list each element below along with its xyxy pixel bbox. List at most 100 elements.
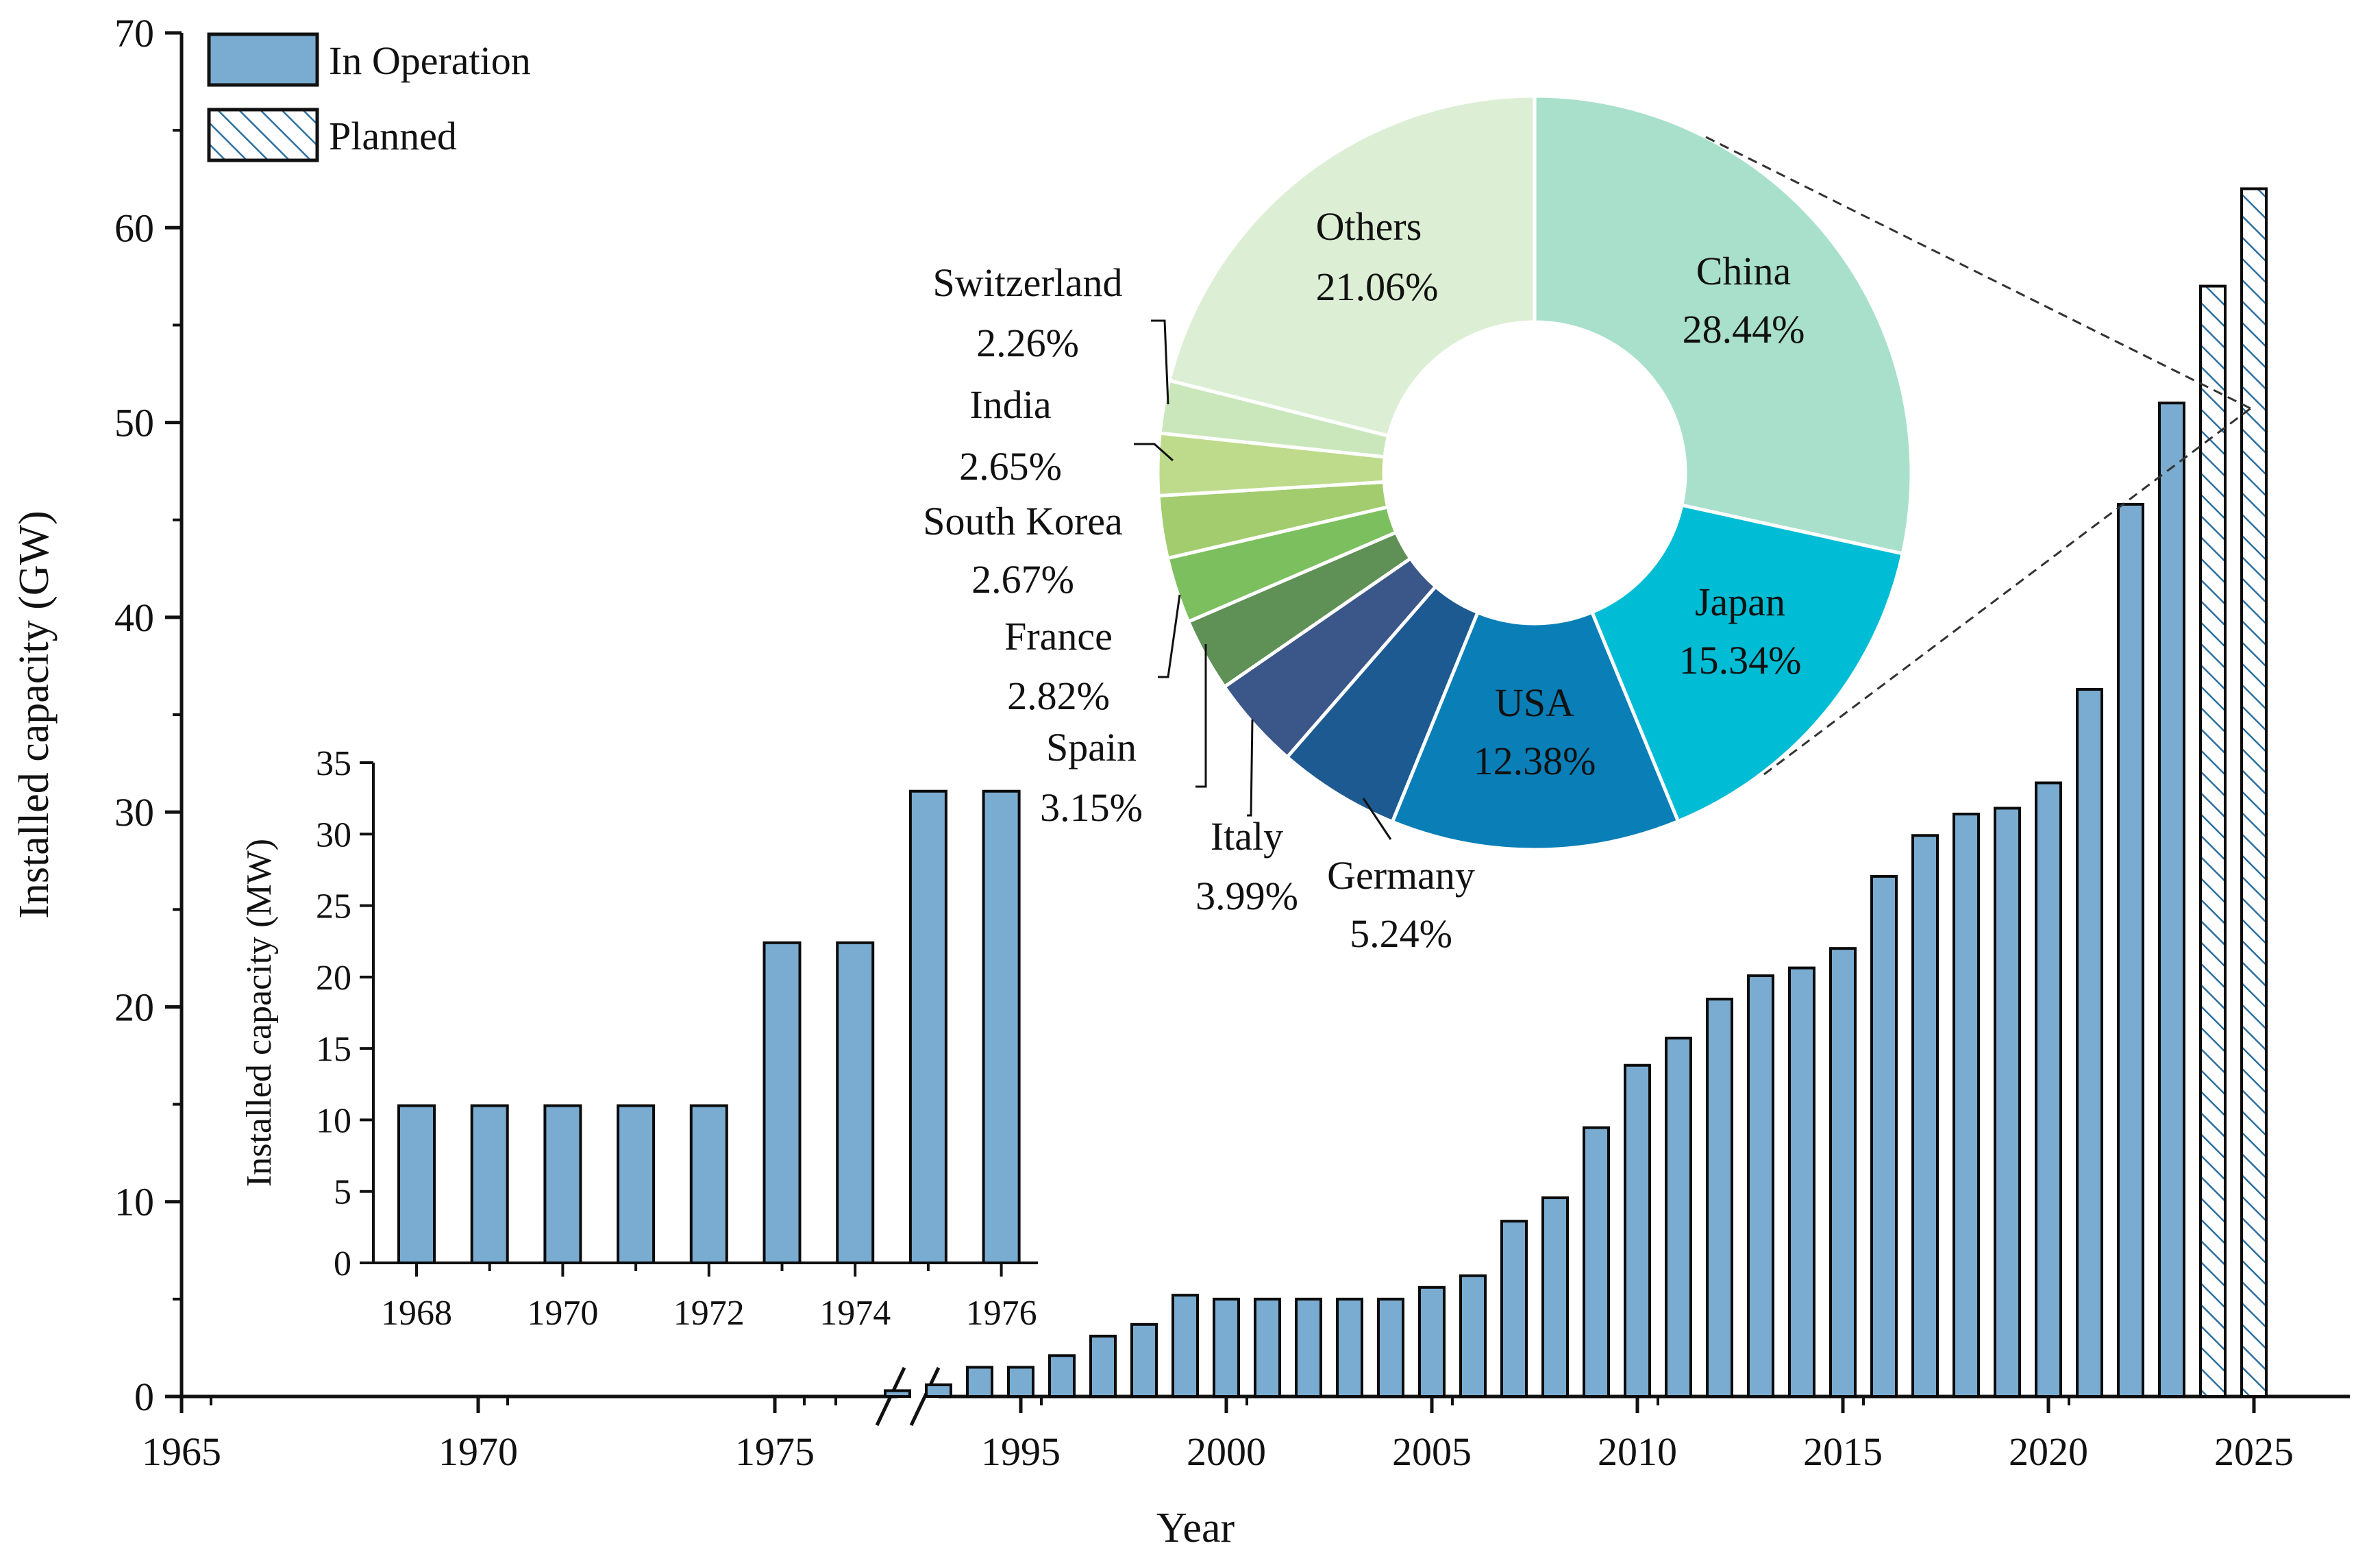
donut-pct-usa: 12.38% <box>1474 739 1596 783</box>
inset-x-tick-label: 1972 <box>673 1294 745 1333</box>
bar-in-operation <box>2158 402 2185 1399</box>
bar-in-operation <box>1624 1063 1651 1398</box>
x-tick-label: 2005 <box>1392 1429 1472 1474</box>
donut-label-japan: Japan <box>1695 580 1785 624</box>
inset-chart: 0 5 10 15 20 25 30 35 Installed capacity (MW) 196… <box>240 744 1038 1333</box>
bar-in-operation <box>1500 1220 1528 1398</box>
inset-bar <box>397 1104 436 1264</box>
donut-slice-japan <box>1589 503 1905 824</box>
donut-pct-others: 21.06% <box>1316 264 1439 309</box>
donut-pct-japan: 15.34% <box>1679 638 1802 682</box>
bar-in-operation <box>1089 1334 1117 1399</box>
inset-bar <box>543 1104 582 1264</box>
x-tick-label: 2015 <box>1803 1429 1883 1474</box>
inset-y-tick-label: 30 <box>316 815 351 854</box>
y-tick-label: 40 <box>114 595 154 640</box>
y-tick-label: 20 <box>114 985 154 1029</box>
bar-in-operation <box>1994 807 2021 1398</box>
inset-bar <box>908 789 947 1264</box>
zoom-connector-upper <box>1705 136 2251 410</box>
donut-label-spain: Spain <box>1046 725 1137 770</box>
legend-swatch-planned <box>207 108 319 162</box>
inset-y-tick-label: 15 <box>316 1030 351 1069</box>
donut-label-germany: Germany <box>1327 853 1475 898</box>
bar-in-operation <box>1541 1196 1569 1398</box>
bar-in-operation <box>1706 998 1733 1398</box>
y-tick-label: 60 <box>114 206 154 250</box>
donut-label-south-korea: South Korea <box>923 499 1123 543</box>
inset-x-tick-label: 1968 <box>381 1294 452 1333</box>
donut-slice-others <box>1167 94 1537 439</box>
donut-label-switzerland: Switzerland <box>932 260 1122 305</box>
x-axis-title: Year <box>1156 1505 1235 1551</box>
inset-y-tick-label: 5 <box>334 1173 351 1212</box>
donut-pct-italy: 3.99% <box>1195 874 1298 918</box>
x-tick-label: 1995 <box>981 1429 1061 1474</box>
bar-in-operation <box>925 1383 952 1399</box>
bar-in-operation <box>1130 1322 1158 1399</box>
bar-in-operation <box>2035 781 2062 1398</box>
inset-y-tick-label: 35 <box>316 744 351 783</box>
y-tick-label: 30 <box>114 790 154 835</box>
inset-y-tick-label: 0 <box>334 1244 351 1283</box>
x-tick-label: 2025 <box>2214 1429 2294 1474</box>
bar-in-operation <box>1747 974 1774 1398</box>
bar-in-operation <box>1788 966 1815 1398</box>
bar-in-operation <box>1295 1297 1322 1399</box>
bar-in-operation <box>1418 1285 1446 1399</box>
x-tick-label: 2010 <box>1598 1429 1677 1474</box>
inset-x-tick-label: 1970 <box>527 1294 598 1333</box>
bar-in-operation <box>2076 688 2103 1398</box>
y-tick-label: 10 <box>114 1180 154 1224</box>
bar-in-operation <box>1377 1297 1404 1399</box>
bar-planned <box>2240 187 2268 1398</box>
y-axis-title: Installed capacity (GW) <box>11 510 58 919</box>
x-tick-label: 1975 <box>735 1429 815 1474</box>
donut-leader-line <box>1362 798 1392 840</box>
x-tick-label: 1970 <box>438 1429 518 1474</box>
bar-in-operation <box>966 1366 993 1399</box>
donut-label-italy: Italy <box>1211 814 1283 859</box>
bar-in-operation <box>1172 1294 1199 1398</box>
inset-y-tick-label: 10 <box>316 1101 351 1140</box>
inset-bar <box>982 789 1021 1264</box>
inset-y-axis-title: Installed capacity (MW) <box>240 839 279 1187</box>
donut-leader-line <box>1151 319 1169 405</box>
donut-label-china: China <box>1696 249 1792 293</box>
donut-pct-spain: 3.15% <box>1040 785 1143 830</box>
donut-pct-germany: 5.24% <box>1350 911 1452 956</box>
inset-y-tick-label: 20 <box>316 959 351 998</box>
inset-bar <box>763 941 802 1265</box>
bar-in-operation <box>1665 1036 1692 1398</box>
donut-leader-line <box>1158 594 1181 678</box>
donut-label-india: India <box>969 382 1051 427</box>
y-tick-label: 0 <box>134 1375 154 1419</box>
legend-swatch-in-operation <box>207 32 319 87</box>
bar-in-operation <box>884 1389 911 1399</box>
bar-in-operation <box>1870 874 1898 1398</box>
legend-label: Planned <box>329 114 457 158</box>
inset-bar <box>617 1104 656 1264</box>
x-tick-label: 2000 <box>1187 1429 1266 1474</box>
bar-in-operation <box>1829 947 1857 1398</box>
donut-label-france: France <box>1004 614 1113 659</box>
inset-bar <box>689 1104 728 1264</box>
y-tick-label: 70 <box>114 11 154 56</box>
bar-in-operation <box>1007 1366 1034 1399</box>
donut-leader-line <box>1134 443 1174 462</box>
inset-y-tick-label: 25 <box>316 887 351 926</box>
donut-leader-line <box>1247 719 1254 817</box>
bar-planned <box>2199 284 2227 1399</box>
bar-in-operation <box>1336 1297 1363 1399</box>
x-tick-label: 2020 <box>2009 1429 2088 1474</box>
donut-leader-line <box>1195 644 1207 788</box>
legend-label: In Operation <box>329 38 531 83</box>
bar-in-operation <box>1213 1297 1240 1399</box>
bar-in-operation <box>1583 1126 1610 1398</box>
bar-in-operation <box>1911 834 1939 1399</box>
inset-bar <box>836 941 875 1265</box>
bar-in-operation <box>1953 812 1980 1398</box>
donut-pct-south-korea: 2.67% <box>971 557 1074 602</box>
